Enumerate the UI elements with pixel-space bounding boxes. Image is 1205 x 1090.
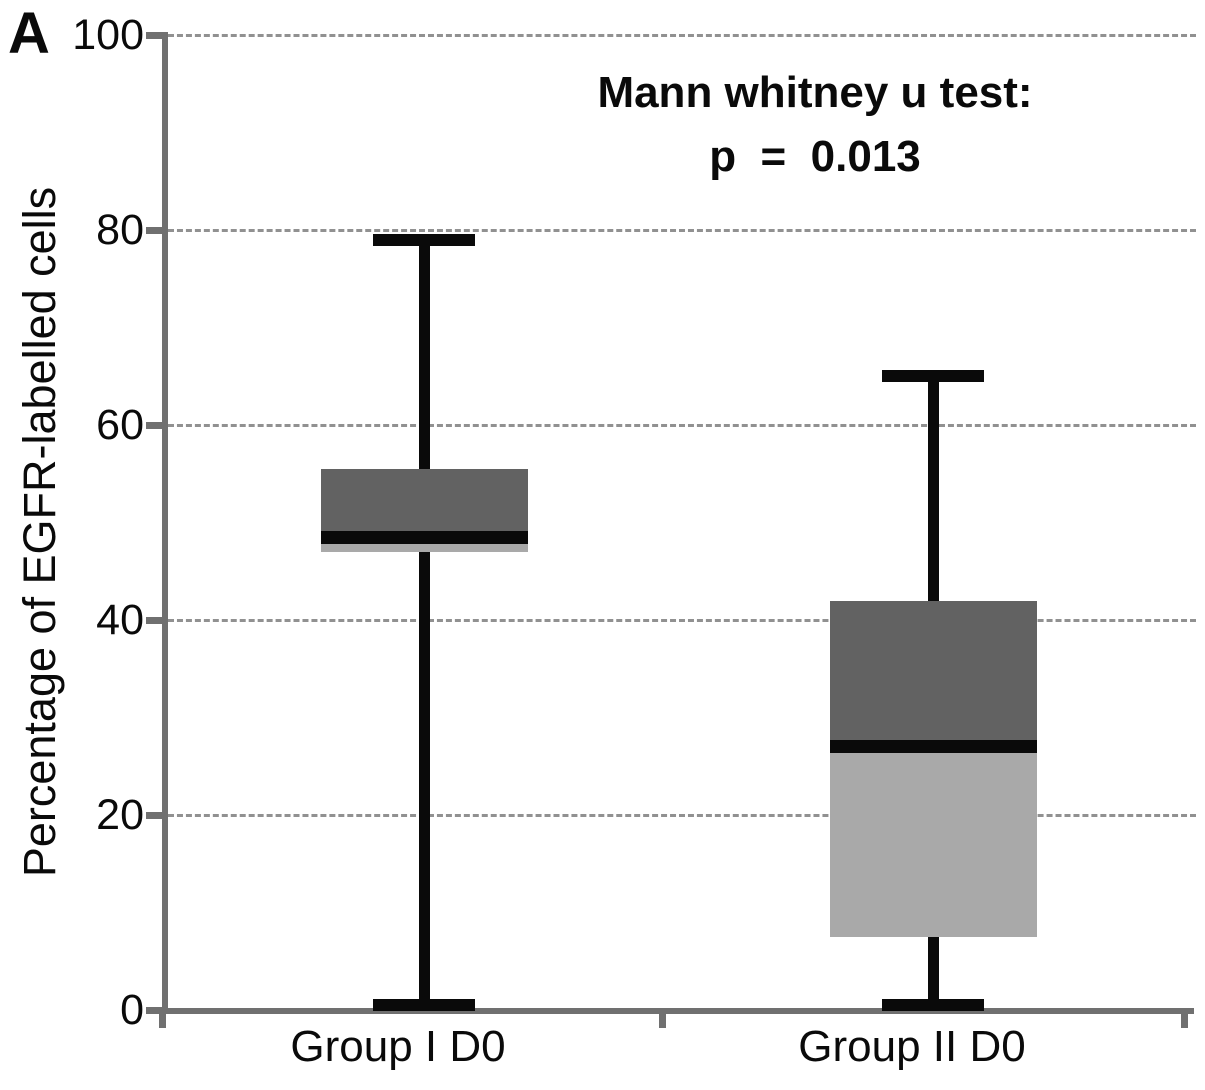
y-axis-line [162,33,168,1014]
annotation-test-name: Mann whitney u test: [597,68,1033,117]
box-lower-group-2 [829,746,1037,937]
stat-test-annotation: Mann whitney u test: p = 0.013 [435,68,1195,182]
median-line-group-2 [829,740,1037,754]
y-tick-label-40: 40 [96,596,144,644]
x-axis-line [148,1008,1194,1014]
x-tick-2 [1180,1008,1188,1028]
y-tick-label-20: 20 [96,791,144,839]
y-tick-0 [146,1006,168,1014]
y-tick-40 [146,616,168,624]
panel-label: A [8,1,51,66]
y-tick-label-100: 100 [72,11,144,59]
median-line-group-1 [320,530,528,544]
y-tick-100 [146,31,168,39]
whisker-cap-max-group-2 [882,370,984,383]
y-tick-label-80: 80 [96,206,144,254]
x-category-label-1: Group I D0 [290,1022,506,1071]
gridline-20 [168,813,1196,817]
y-tick-80 [146,226,168,234]
y-tick-60 [146,421,168,429]
gridline-60 [168,423,1196,427]
y-tick-label-0: 0 [120,986,144,1034]
x-tick-1 [658,1008,666,1028]
whisker-cap-min-group-1 [373,999,475,1012]
y-tick-label-60: 60 [96,401,144,449]
box-upper-group-2 [829,600,1037,747]
box-upper-group-1 [320,468,528,538]
whisker-cap-min-group-2 [882,999,984,1012]
y-tick-20 [146,811,168,819]
gridline-40 [168,618,1196,622]
annotation-p-value: p = 0.013 [709,132,921,181]
gridline-100 [168,33,1196,37]
x-category-label-2: Group II D0 [798,1022,1026,1071]
gridline-80 [168,228,1196,232]
whisker-line-group-1 [418,239,430,1006]
whisker-cap-max-group-1 [373,233,475,246]
x-tick-0 [158,1008,166,1028]
